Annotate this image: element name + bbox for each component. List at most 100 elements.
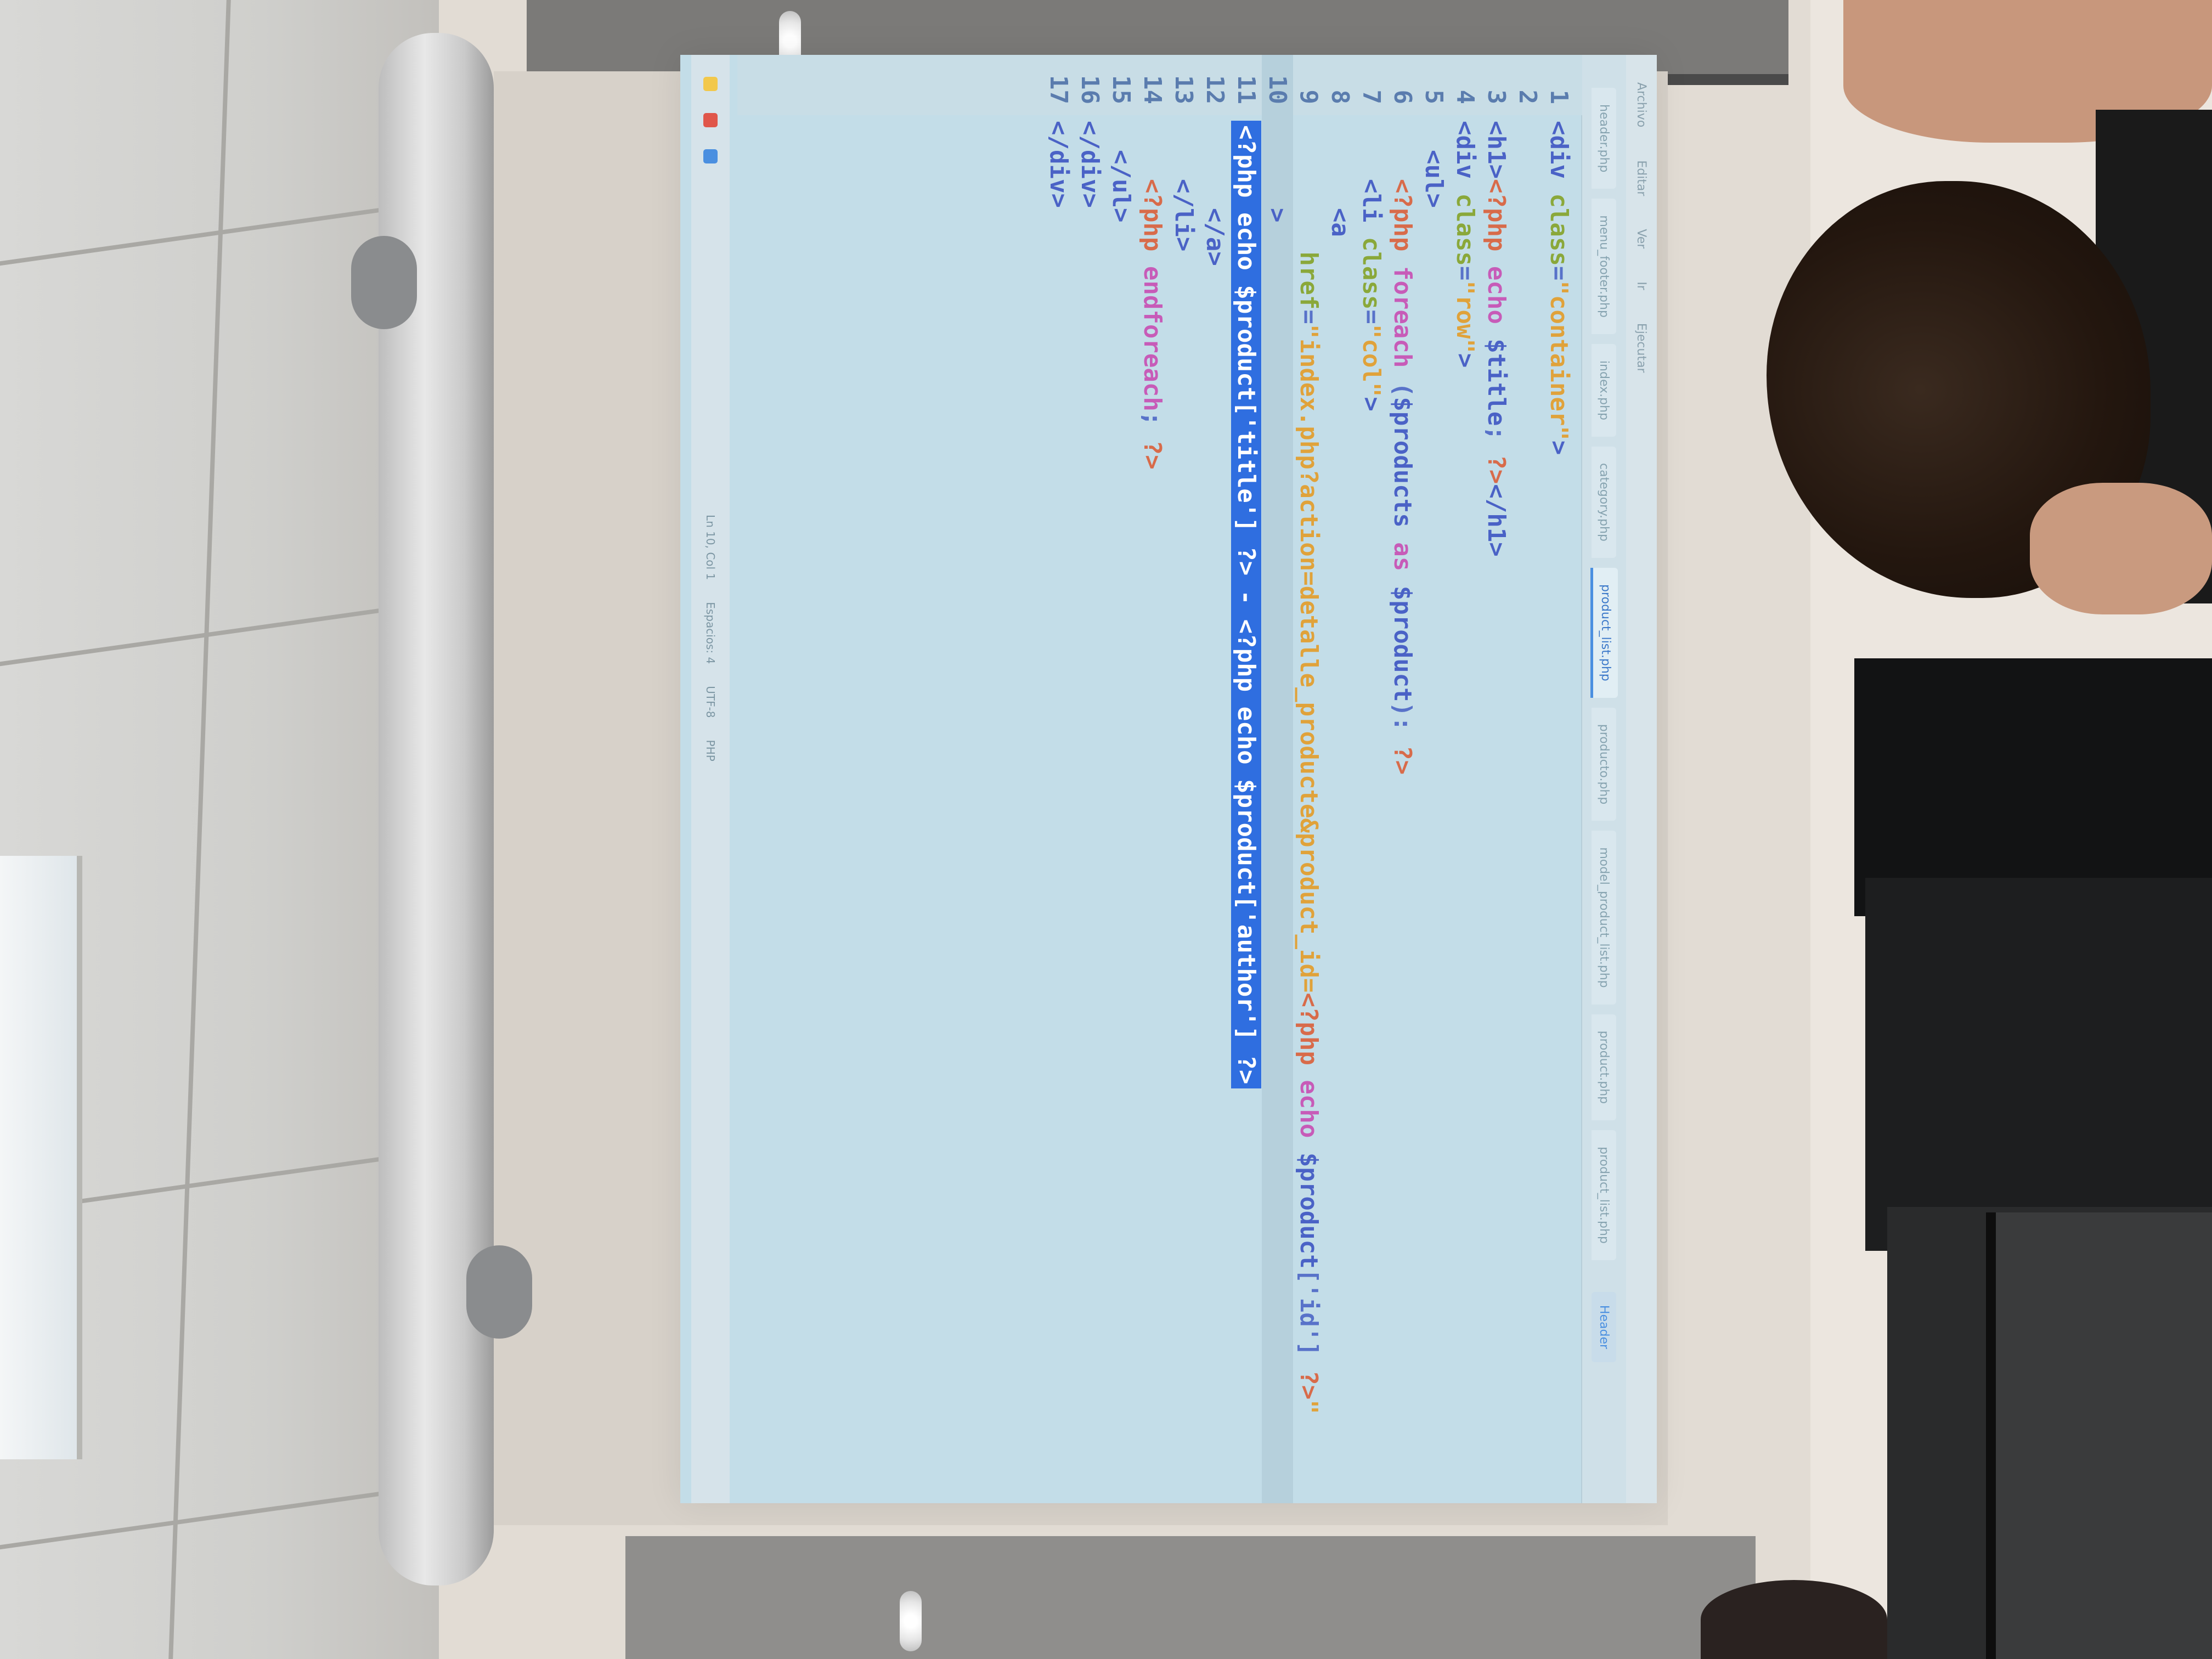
code-line[interactable]: 14 <?php endforeach; ?>: [1137, 55, 1168, 1503]
code-line[interactable]: 5 <ul>: [1418, 55, 1449, 1503]
code-line[interactable]: 11 <?php echo $product['title'] ?> - <?ph…: [1231, 55, 1262, 1503]
code-token: =: [1357, 309, 1385, 324]
code-line[interactable]: 2: [1512, 55, 1543, 1503]
code-line[interactable]: 1 <div class="container">: [1543, 55, 1575, 1503]
code-token: <?php: [1138, 121, 1166, 266]
desk: [1854, 658, 2212, 916]
menu-item[interactable]: Archivo: [1634, 82, 1649, 128]
editor-tab[interactable]: menu_footer.php: [1592, 199, 1617, 334]
code-token: echo: [1295, 1080, 1323, 1153]
status-item[interactable]: UTF-8: [704, 686, 717, 718]
code-token: "row": [1451, 280, 1479, 353]
code-token: as: [1389, 542, 1417, 586]
line-text: </div>: [1043, 121, 1074, 208]
code-line[interactable]: 16 </div>: [1074, 55, 1105, 1503]
code-token: href: [1295, 121, 1323, 310]
code-token: <li: [1357, 121, 1385, 237]
line-text: <ul>: [1418, 121, 1449, 208]
roller-bracket: [351, 236, 417, 329]
line-number: 12: [1201, 75, 1229, 104]
code-line[interactable]: 3 <h1><?php echo $title; ?></h1>: [1481, 55, 1512, 1503]
code-area[interactable]: 1 <div class="container"> 2 3 <h1><?php echo…: [1043, 55, 1575, 1503]
line-number: 9: [1295, 89, 1323, 105]
taskbar-folder-icon[interactable]: [703, 77, 718, 91]
code-token: >: [1357, 397, 1385, 411]
status-item[interactable]: PHP: [704, 740, 717, 761]
editor-tab[interactable]: product.php: [1592, 1014, 1617, 1121]
code-token: $title: [1482, 338, 1510, 426]
menu-item[interactable]: Ir: [1634, 281, 1649, 290]
code-token: $product: [1389, 585, 1417, 702]
line-number: 16: [1076, 75, 1104, 104]
editor-tab[interactable]: header.php: [1592, 88, 1617, 189]
editor-tab[interactable]: product_list.php: [1592, 1130, 1617, 1260]
code-token: >: [1263, 121, 1291, 223]
line-number: 6: [1389, 89, 1417, 105]
taskbar-app-icon[interactable]: [703, 113, 718, 127]
line-text: </div>: [1074, 121, 1105, 208]
line-number: 8: [1326, 89, 1354, 105]
code-token: </h1>: [1482, 484, 1510, 557]
editor-tab[interactable]: product_list.php: [1590, 567, 1618, 698]
editor-tab[interactable]: index.php: [1592, 343, 1617, 437]
code-token: "container": [1545, 280, 1573, 441]
line-text: <a: [1324, 121, 1356, 237]
code-token: <a: [1326, 121, 1354, 237]
editor-tab[interactable]: model_product_list.php: [1592, 831, 1617, 1005]
editor-tab[interactable]: category.php: [1592, 447, 1617, 558]
line-text: <h1><?php echo $title; ?></h1>: [1481, 121, 1512, 557]
code-token: >: [1545, 440, 1573, 455]
code-token: >: [1451, 353, 1479, 368]
code-line[interactable]: 7 <li class="col">: [1356, 55, 1387, 1503]
status-item[interactable]: Espacios: 4: [704, 602, 717, 664]
code-line[interactable]: 13 </li>: [1168, 55, 1199, 1503]
roller-bracket: [466, 1245, 532, 1339]
line-text: <?php foreach ($products as $product): ?…: [1387, 121, 1418, 775]
header-button[interactable]: Header: [1592, 1291, 1617, 1363]
line-text: >: [1262, 121, 1293, 223]
line-number: 10: [1263, 75, 1291, 104]
line-number: 3: [1482, 89, 1510, 105]
line-text: </a>: [1199, 121, 1231, 266]
code-line[interactable]: 15 </ul>: [1105, 55, 1137, 1503]
code-line[interactable]: 4 <div class="row">: [1449, 55, 1481, 1503]
code-token: "col": [1357, 324, 1385, 397]
line-number: 14: [1138, 75, 1166, 104]
code-token: =: [1545, 266, 1573, 281]
line-number: 1: [1545, 89, 1573, 105]
person-face: [2030, 483, 2212, 614]
code-token: <h1>: [1482, 121, 1510, 179]
editor-menu-bar: Archivo Editar Ver Ir Ejecutar: [1626, 55, 1657, 1503]
code-line[interactable]: 17 </div>: [1043, 55, 1074, 1503]
code-token: foreach: [1389, 266, 1417, 382]
code-line[interactable]: 12 </a>: [1199, 55, 1231, 1503]
monitor-back: [1986, 1212, 2212, 1659]
line-text: <li class="col">: [1356, 121, 1387, 411]
line-text: <div class="container">: [1543, 121, 1575, 455]
lamp-light: [900, 1591, 922, 1651]
code-line[interactable]: 10 >: [1262, 55, 1293, 1503]
code-token: <?php: [1295, 992, 1323, 1080]
line-number: 7: [1357, 89, 1385, 105]
code-token: =: [1295, 309, 1323, 324]
menu-item[interactable]: Ver: [1634, 229, 1649, 249]
code-line[interactable]: 9 href="index.php?action=detalle_product…: [1293, 55, 1324, 1503]
status-item[interactable]: Ln 10, Col 1: [704, 515, 717, 580]
line-text: </li>: [1168, 121, 1199, 251]
line-text: <?php endforeach; ?>: [1137, 121, 1168, 470]
editor-tab[interactable]: producto.php: [1592, 707, 1617, 821]
code-token: <?php: [1389, 121, 1417, 266]
taskbar-editor-icon[interactable]: [703, 149, 718, 163]
line-text: <?php echo $product['title'] ?> - <?php …: [1231, 121, 1262, 1089]
menu-item[interactable]: Ejecutar: [1634, 323, 1649, 373]
line-number: 5: [1420, 89, 1448, 105]
code-token: endforeach: [1138, 266, 1166, 411]
code-line[interactable]: 6 <?php foreach ($products as $product):…: [1387, 55, 1418, 1503]
menu-item[interactable]: Editar: [1634, 160, 1649, 196]
code-line[interactable]: 8 <a: [1324, 55, 1356, 1503]
code-token: <ul>: [1420, 121, 1448, 208]
person-head-bottom: [1701, 1580, 1887, 1659]
code-token: </div>: [1045, 121, 1073, 208]
code-token: =: [1451, 266, 1479, 281]
code-token: ?>: [1389, 746, 1417, 775]
